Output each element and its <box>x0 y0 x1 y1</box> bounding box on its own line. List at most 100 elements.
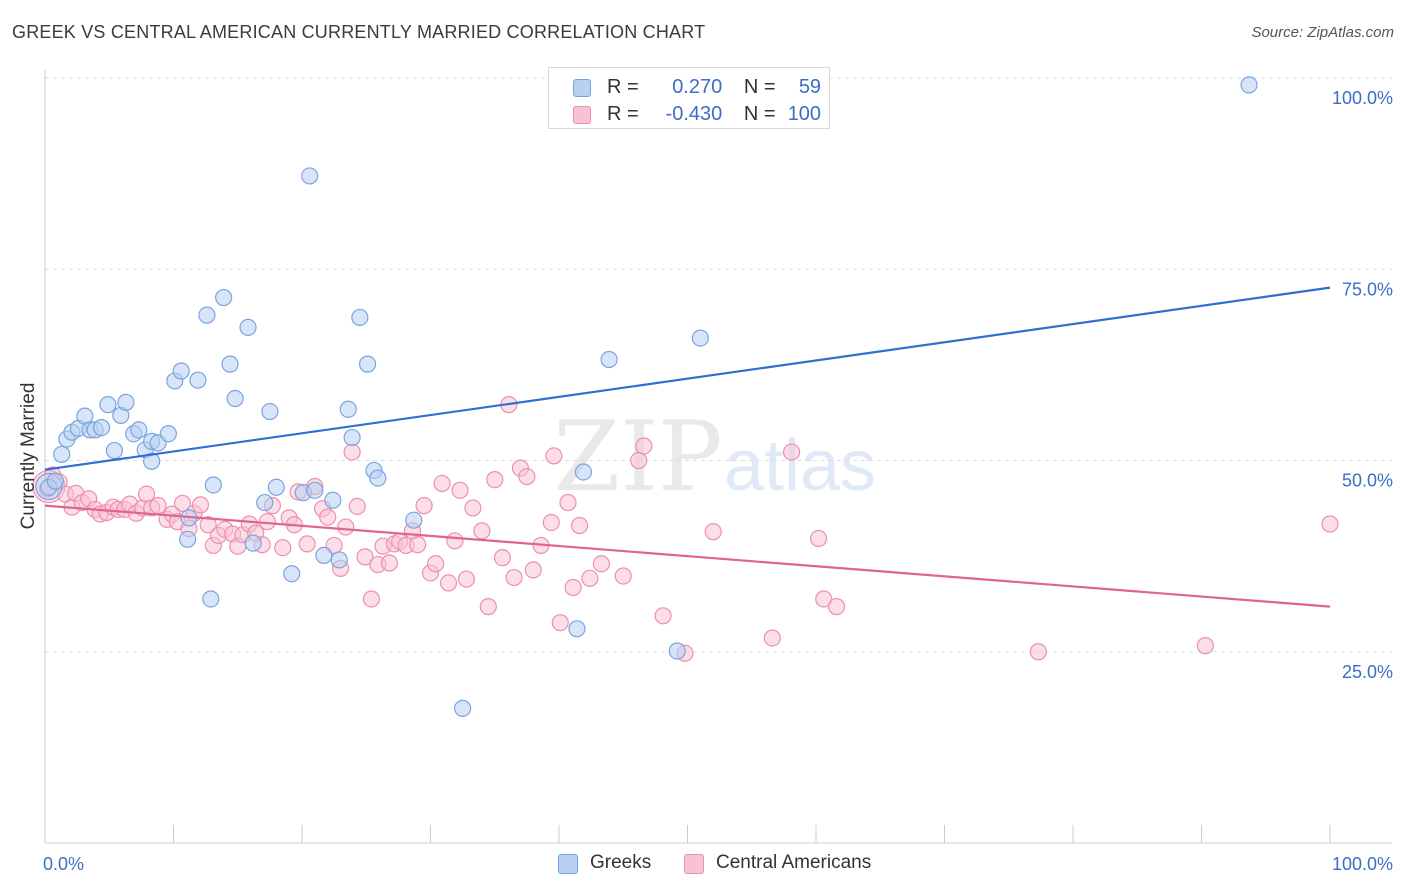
greeks-point-41 <box>315 546 333 564</box>
central-americans-point-90 <box>630 451 648 470</box>
central-americans-point-95 <box>763 629 781 647</box>
x-tick-label-100: 100.0% <box>1332 854 1393 874</box>
greeks-legend-swatch <box>558 854 578 874</box>
watermark-atlas: atlas <box>724 426 876 506</box>
central-americans-point-85 <box>564 578 582 597</box>
ca-r-label: R = <box>607 103 639 125</box>
greeks-point-15 <box>130 421 148 439</box>
central-americans-point-69 <box>457 570 476 588</box>
greeks-point-58 <box>1240 76 1258 94</box>
greeks-trend-line <box>44 286 1331 471</box>
y-axis-label: Currently Married <box>18 383 39 530</box>
greeks-point-18 <box>143 452 161 470</box>
central-americans-point-72 <box>479 598 497 616</box>
central-americans-point-88 <box>592 555 611 573</box>
greeks-point-36 <box>267 478 285 496</box>
central-americans-swatch <box>573 106 591 124</box>
central-americans-point-76 <box>505 568 523 587</box>
greeks-points <box>35 70 1258 717</box>
ca-legend-swatch <box>684 854 704 874</box>
greeks-point-1 <box>46 472 64 490</box>
central-americans-point-87 <box>581 569 599 587</box>
central-americans-point-86 <box>570 516 589 535</box>
central-americans-point-43 <box>298 535 316 553</box>
greeks-point-53 <box>574 463 593 481</box>
central-americans-point-23 <box>173 494 192 512</box>
greeks-point-10 <box>99 396 117 414</box>
greeks-point-40 <box>306 481 324 499</box>
y-tick-label-100: 100.0% <box>1332 88 1393 108</box>
greeks-point-42 <box>324 491 342 509</box>
central-americans-point-62 <box>415 497 433 515</box>
central-americans-point-26 <box>191 496 210 514</box>
central-americans-point-92 <box>654 607 672 625</box>
greeks-point-26 <box>198 306 216 324</box>
central-americans-point-53 <box>362 590 380 608</box>
central-americans-point-84 <box>559 493 577 512</box>
central-americans-point-67 <box>446 532 464 550</box>
greeks-point-29 <box>215 288 233 307</box>
greeks-point-50 <box>405 511 423 529</box>
grid-lines <box>45 77 1392 653</box>
ca-r-value: -0.430 <box>665 103 723 125</box>
chart-title: GREEK VS CENTRAL AMERICAN CURRENTLY MARR… <box>12 22 706 42</box>
greeks-point-46 <box>351 308 369 327</box>
greeks-point-47 <box>358 355 377 373</box>
central-americans-point-71 <box>473 522 491 540</box>
central-americans-point-19 <box>149 497 167 515</box>
greeks-point-31 <box>226 389 244 408</box>
central-americans-point-50 <box>343 443 361 461</box>
x-tick-label-0: 0.0% <box>43 854 84 874</box>
central-americans-point-56 <box>380 554 398 572</box>
greeks-point-22 <box>172 362 190 380</box>
greeks-legend-label: Greeks <box>590 852 652 873</box>
greeks-n-value: 59 <box>798 76 822 98</box>
y-tick-label-75: 75.0% <box>1342 279 1393 299</box>
greeks-r-label: R = <box>607 76 639 98</box>
central-americans-point-39 <box>274 539 292 557</box>
ca-n-label: N = <box>743 103 776 125</box>
central-americans-point-52 <box>356 548 374 566</box>
central-americans-point-94 <box>704 523 722 541</box>
central-americans-point-102 <box>1321 515 1339 533</box>
central-americans-point-82 <box>545 447 563 465</box>
central-americans-point-68 <box>451 481 469 499</box>
greeks-point-55 <box>668 642 686 660</box>
greeks-point-33 <box>244 534 262 552</box>
central-americans-point-70 <box>464 499 482 517</box>
greeks-point-13 <box>117 393 135 411</box>
central-americans-point-100 <box>1029 643 1047 661</box>
greeks-point-28 <box>204 476 222 494</box>
central-americans-point-65 <box>433 474 451 493</box>
greeks-point-30 <box>221 355 239 373</box>
y-tick-label-50: 50.0% <box>1342 471 1393 491</box>
greeks-r-value: 0.270 <box>672 76 723 98</box>
central-americans-point-73 <box>486 471 504 489</box>
greeks-point-45 <box>343 428 361 447</box>
trend-lines <box>44 286 1331 608</box>
tick-labels: 25.0% 50.0% 75.0% 100.0% 0.0% 100.0% <box>43 88 1393 874</box>
greeks-point-56 <box>691 329 709 347</box>
series-legend: Greeks Central Americans <box>0 852 1406 880</box>
correlation-legend: R = 0.270 N = 59 R = -0.430 N = 100 <box>548 67 830 129</box>
greeks-point-27 <box>202 590 220 608</box>
greeks-point-39 <box>301 167 319 185</box>
greeks-point-35 <box>261 402 279 421</box>
central-americans-point-66 <box>439 574 458 592</box>
source-label: Source: ZipAtlas.com <box>1251 24 1394 41</box>
greeks-n-label: N = <box>743 76 776 98</box>
central-americans-point-96 <box>782 443 801 461</box>
central-americans-point-51 <box>348 497 366 515</box>
central-americans-trend-line <box>44 504 1331 608</box>
central-americans-point-46 <box>319 508 337 526</box>
watermark: ZIP atlas <box>553 401 876 513</box>
greeks-point-44 <box>339 400 357 418</box>
greeks-point-51 <box>454 699 472 717</box>
central-americans-point-81 <box>542 513 560 532</box>
axes <box>44 70 1392 844</box>
central-americans-point-74 <box>493 549 512 567</box>
central-americans-point-89 <box>614 567 632 585</box>
greeks-point-52 <box>568 620 586 638</box>
central-americans-point-91 <box>635 437 653 455</box>
